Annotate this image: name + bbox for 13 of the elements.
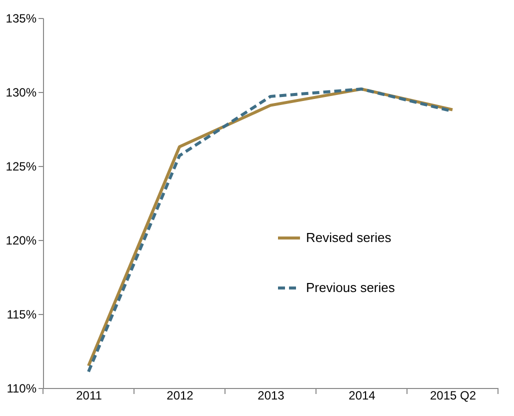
y-tick-label: 135% xyxy=(6,12,37,26)
legend-label: Revised series xyxy=(306,230,392,245)
x-tick-label: 2015 Q2 xyxy=(430,388,476,402)
x-tick-label: 2013 xyxy=(258,388,285,402)
y-tick-label: 115% xyxy=(6,308,37,322)
y-tick-label: 125% xyxy=(6,160,37,174)
y-tick-label: 130% xyxy=(6,86,37,100)
legend-label: Previous series xyxy=(306,280,396,295)
x-tick-label: 2012 xyxy=(166,388,194,402)
y-tick-label: 120% xyxy=(6,234,37,248)
y-tick-label: 110% xyxy=(6,382,37,396)
x-tick-label: 2011 xyxy=(76,388,102,402)
x-tick-label: 2014 xyxy=(348,388,376,402)
